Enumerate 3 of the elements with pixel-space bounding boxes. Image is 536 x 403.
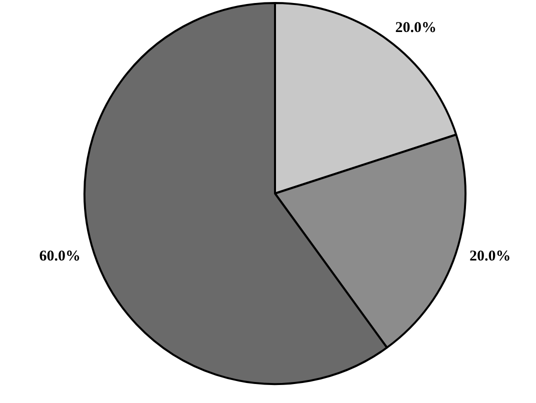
data-label: 20.0%: [469, 248, 511, 265]
data-label: 20.0%: [395, 20, 436, 36]
data-label: 60.0%: [39, 248, 81, 265]
